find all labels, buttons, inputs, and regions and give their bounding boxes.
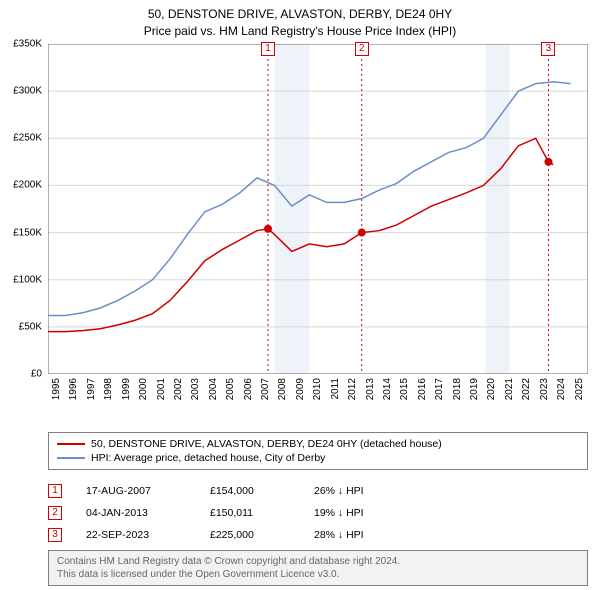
y-tick-label: £0 xyxy=(0,369,42,380)
chart-title: 50, DENSTONE DRIVE, ALVASTON, DERBY, DE2… xyxy=(0,0,600,40)
legend-box: 50, DENSTONE DRIVE, ALVASTON, DERBY, DE2… xyxy=(48,432,588,470)
sale-marker: 3 xyxy=(48,528,62,542)
x-tick-label: 2009 xyxy=(295,378,306,400)
sale-marker: 1 xyxy=(48,484,62,498)
x-axis-ticks: 1995 1996 1997 1998 1999 2000 2001 2002 2003 2004… xyxy=(48,374,588,422)
legend-swatch xyxy=(57,457,85,459)
y-tick-label: £100K xyxy=(0,274,42,285)
sale-diff: 28% ↓ HPI xyxy=(314,529,364,541)
legend-label: 50, DENSTONE DRIVE, ALVASTON, DERBY, DE2… xyxy=(91,438,442,450)
x-tick-label: 2017 xyxy=(434,378,445,400)
sale-marker: 2 xyxy=(48,506,62,520)
y-tick-label: £150K xyxy=(0,227,42,238)
legend-swatch xyxy=(57,443,85,445)
sale-row: 3 22-SEP-2023 £225,000 28% ↓ HPI xyxy=(48,524,588,546)
legend-item: 50, DENSTONE DRIVE, ALVASTON, DERBY, DE2… xyxy=(57,437,579,451)
sale-price: £225,000 xyxy=(210,529,290,541)
x-tick-label: 1998 xyxy=(103,378,114,400)
sale-row: 2 04-JAN-2013 £150,011 19% ↓ HPI xyxy=(48,502,588,524)
x-tick-label: 2015 xyxy=(399,378,410,400)
sale-date: 22-SEP-2023 xyxy=(86,529,186,541)
legend-label: HPI: Average price, detached house, City… xyxy=(91,452,325,464)
x-tick-label: 2000 xyxy=(138,378,149,400)
y-tick-label: £300K xyxy=(0,86,42,97)
x-tick-label: 2010 xyxy=(312,378,323,400)
x-tick-label: 2013 xyxy=(365,378,376,400)
event-marker-2: 2 xyxy=(355,42,369,56)
title-address: 50, DENSTONE DRIVE, ALVASTON, DERBY, DE2… xyxy=(0,6,600,23)
x-tick-label: 2002 xyxy=(173,378,184,400)
x-tick-label: 2023 xyxy=(539,378,550,400)
x-tick-label: 2011 xyxy=(330,378,341,400)
footer-line-2: This data is licensed under the Open Gov… xyxy=(57,568,579,581)
y-tick-label: £350K xyxy=(0,39,42,50)
x-tick-label: 2020 xyxy=(486,378,497,400)
x-tick-label: 2014 xyxy=(382,378,393,400)
x-tick-label: 2007 xyxy=(260,378,271,400)
sale-date: 17-AUG-2007 xyxy=(86,485,186,497)
x-tick-label: 2003 xyxy=(190,378,201,400)
plot-area: £0£50K£100K£150K£200K£250K£300K£350K 199… xyxy=(48,44,588,374)
title-subtitle: Price paid vs. HM Land Registry's House … xyxy=(0,23,600,40)
chart-svg xyxy=(48,44,588,374)
x-tick-label: 2025 xyxy=(574,378,585,400)
x-tick-label: 2019 xyxy=(469,378,480,400)
x-tick-label: 2005 xyxy=(225,378,236,400)
x-tick-label: 1996 xyxy=(68,378,79,400)
x-tick-label: 2004 xyxy=(208,378,219,400)
sale-row: 1 17-AUG-2007 £154,000 26% ↓ HPI xyxy=(48,480,588,502)
y-tick-label: £250K xyxy=(0,133,42,144)
x-tick-label: 2001 xyxy=(156,378,167,400)
x-tick-label: 2008 xyxy=(277,378,288,400)
sale-diff: 19% ↓ HPI xyxy=(314,507,364,519)
x-tick-label: 1995 xyxy=(51,378,62,400)
x-tick-label: 2012 xyxy=(347,378,358,400)
y-axis-ticks: £0£50K£100K£150K£200K£250K£300K£350K xyxy=(0,44,44,374)
sale-diff: 26% ↓ HPI xyxy=(314,485,364,497)
footer-line-1: Contains HM Land Registry data © Crown c… xyxy=(57,555,579,568)
chart-container: 50, DENSTONE DRIVE, ALVASTON, DERBY, DE2… xyxy=(0,0,600,590)
sale-price: £150,011 xyxy=(210,507,290,519)
sale-price: £154,000 xyxy=(210,485,290,497)
x-tick-label: 2016 xyxy=(417,378,428,400)
x-tick-label: 2006 xyxy=(243,378,254,400)
x-tick-label: 2024 xyxy=(556,378,567,400)
y-tick-label: £200K xyxy=(0,180,42,191)
x-tick-label: 2018 xyxy=(452,378,463,400)
y-tick-label: £50K xyxy=(0,321,42,332)
event-marker-1: 1 xyxy=(261,42,275,56)
sales-table: 1 17-AUG-2007 £154,000 26% ↓ HPI 2 04-JAN-201… xyxy=(48,480,588,546)
event-marker-3: 3 xyxy=(541,42,555,56)
x-tick-label: 2022 xyxy=(521,378,532,400)
x-tick-label: 2021 xyxy=(504,378,515,400)
attribution-footer: Contains HM Land Registry data © Crown c… xyxy=(48,550,588,586)
x-tick-label: 1997 xyxy=(86,378,97,400)
legend-item: HPI: Average price, detached house, City… xyxy=(57,451,579,465)
x-tick-label: 1999 xyxy=(121,378,132,400)
sale-date: 04-JAN-2013 xyxy=(86,507,186,519)
